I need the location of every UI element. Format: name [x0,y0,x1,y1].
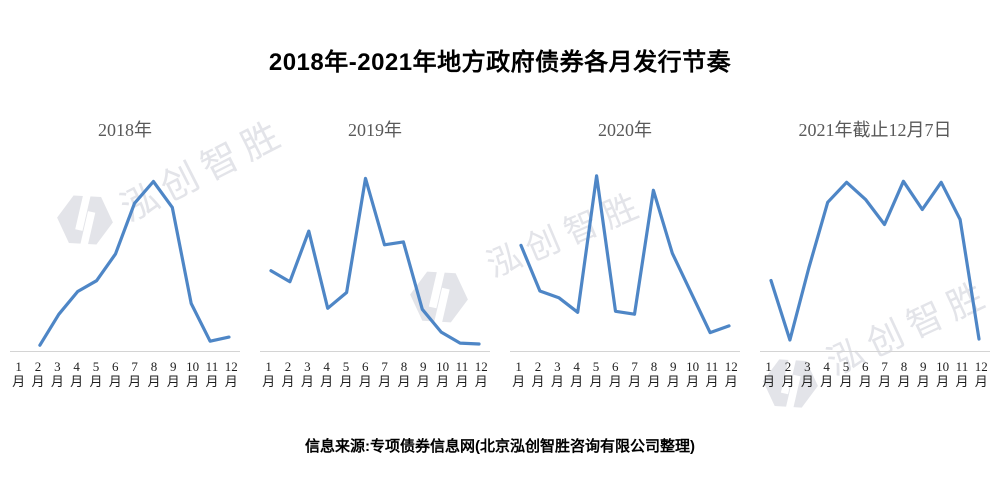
month-label: 12 月 [224,359,238,389]
data-series-line [519,174,731,335]
month-label: 12 月 [724,359,738,389]
line-chart-svg [760,179,990,352]
data-series-line [269,176,481,346]
month-label: 11 月 [205,359,219,389]
line-chart-svg [10,179,240,352]
chart-card: 2018年 1 月 2 月 3 月 4 月 5 月 6 月 7 月 8 月 9 月 10 月 11 月 12 月 [0,116,250,389]
hongchuang-logo-icon [57,182,113,258]
chart-subtitle: 2018年 [98,120,152,140]
chart-subtitle: 2019年 [348,120,402,140]
figure-title: 2018年-2021年地方政府债券各月发行节奏 [268,49,732,76]
month-label: 10 月 [186,359,200,389]
charts-row: 2018年 1 月 2 月 3 月 4 月 5 月 6 月 7 月 8 月 9 月 10 月 11 月 12 月 2019年 1 月 2… [0,116,1000,389]
month-label: 12 月 [974,359,988,389]
x-axis-labels: 1 月 2 月 3 月 4 月 5 月 6 月 7 月 8 月 9 月 10 月 11 月 12 月 [9,359,241,389]
hongchuang-logo-icon [763,346,818,421]
chart-subtitle: 2021年截止12月7日 [798,120,952,140]
data-series-line [769,179,981,342]
chart-subtitle: 2020年 [598,120,652,140]
month-label: 11 月 [705,359,719,389]
month-label: 11 月 [455,359,469,389]
month-label: 10 月 [936,359,950,389]
line-chart-svg [510,174,740,352]
month-label: 10 月 [686,359,700,389]
chart-card: 2019年 1 月 2 月 3 月 4 月 5 月 6 月 7 月 8 月 9 月 10 月 11 月 12 月 [250,116,500,389]
x-axis-labels: 1 月 2 月 3 月 4 月 5 月 6 月 7 月 8 月 9 月 10 月 11 月 12 月 [759,359,991,389]
month-label: 12 月 [474,359,488,389]
x-axis-labels: 1 月 2 月 3 月 4 月 5 月 6 月 7 月 8 月 9 月 10 月 11 月 12 月 [509,359,741,389]
data-series-line [38,179,231,347]
chart-card: 2021年截止12月7日 1 月 2 月 3 月 4 月 5 月 6 月 7 月 8 月 9 月 10 月 11 月 12 月 [750,116,1000,389]
source-note: 信息来源:专项债券信息网(北京泓创智胜咨询有限公司整理) [305,438,695,455]
line-chart-svg [260,176,490,352]
chart-card: 2020年 1 月 2 月 3 月 4 月 5 月 6 月 7 月 8 月 9 月 10 月 11 月 12 月 [500,116,750,389]
x-axis-labels: 1 月 2 月 3 月 4 月 5 月 6 月 7 月 8 月 9 月 10 月 11 月 12 月 [259,359,491,389]
month-label: 11 月 [955,359,969,389]
month-label: 10 月 [436,359,450,389]
